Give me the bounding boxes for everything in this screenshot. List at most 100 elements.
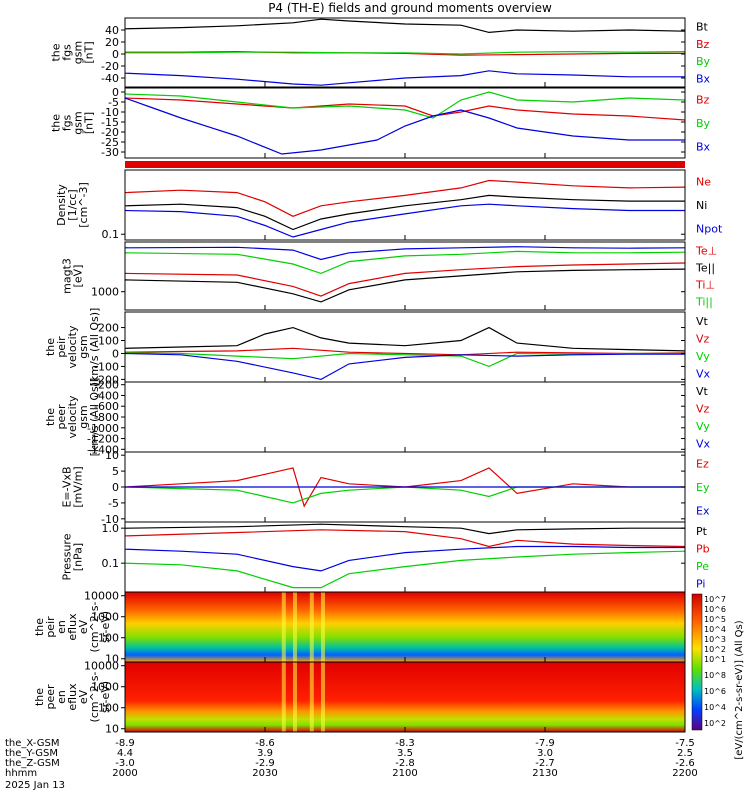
legend-entry: By — [696, 55, 711, 68]
y-tick-label: 1.0 — [102, 522, 120, 535]
y-tick-label: 0 — [112, 347, 119, 360]
y-axis-label-line: [nPa] — [72, 543, 85, 571]
series-line-By — [124, 91, 686, 119]
y-axis-label-line: [nT] — [83, 112, 96, 134]
spectrogram-streak — [281, 662, 286, 732]
y-axis-label-line: [nT] — [83, 41, 96, 63]
series-line-Te⊥ — [124, 262, 686, 297]
panel-peer-spectrogram: 10000100010010thepeerenefluxeV(cm^2-s-sr… — [33, 660, 686, 736]
x-axis-date: 2025 Jan 13 — [5, 780, 65, 791]
y-tick-label: -800 — [94, 411, 119, 424]
panel-efield: 10 5 0 -5 -10 E=-VxB[mV/m] Ez Ey Ex — [61, 449, 710, 526]
y-tick-label: 200 — [98, 322, 119, 335]
y-tick-label: -10 — [101, 106, 119, 119]
y-axis-label-line: peer — [44, 684, 57, 710]
spectrogram-streak — [293, 662, 297, 732]
legend-entry: Ez — [696, 458, 709, 471]
legend-entry: Te|| — [695, 262, 715, 275]
series-line-Vy — [124, 352, 685, 368]
y-axis-label: thepeerenefluxeV(cm^2-s-sr-eV) — [33, 672, 112, 723]
legend-entry: Ti|| — [695, 296, 713, 309]
series-line-Pb — [124, 529, 686, 548]
colorbar-tick: 10^6 — [704, 605, 726, 614]
legend-entry: Pb — [696, 542, 710, 555]
x-axis-value: 2.5 — [677, 748, 693, 759]
colorbar-tick: 10^2 — [704, 719, 726, 728]
y-axis-label-line: the — [44, 408, 57, 426]
y-axis-label-line: velocity — [66, 325, 79, 368]
series-line-Bx — [124, 70, 685, 86]
y-axis-label-line: en — [55, 620, 68, 634]
series-line-Ni — [124, 194, 685, 231]
status-bar — [125, 161, 685, 168]
legend-entry: Ex — [696, 504, 710, 517]
legend-entry: Vx — [696, 367, 711, 380]
y-tick-label: 0 — [112, 481, 119, 494]
legend-entry: Ne — [696, 176, 711, 189]
y-axis-label-line: peir — [44, 616, 57, 638]
x-axis-value: 2030 — [252, 768, 277, 779]
legend-entry: Pt — [696, 525, 708, 538]
legend-entry: Bx — [696, 72, 711, 85]
y-axis-label-line: the — [33, 688, 46, 706]
y-tick-label: 0 — [112, 86, 119, 99]
x-axis-value: -7.9 — [535, 738, 555, 749]
figure-title: P4 (TH-E) fields and ground moments over… — [268, 1, 552, 15]
legend-entry: Pe — [696, 560, 709, 573]
panel-density: 0.1 Density[1/cc][cm^-3] Ne Ni Npot — [55, 169, 723, 241]
y-axis-label: thepeirenefluxeV(cm^2-s-sr-eV) — [33, 602, 112, 653]
legend-entry: By — [696, 117, 711, 130]
x-axis-value: -8.3 — [395, 738, 415, 749]
y-tick-label: 10000 — [84, 660, 119, 673]
y-axis-label-line: eV — [77, 689, 90, 704]
y-tick-label: -400 — [94, 389, 119, 402]
panel-frame — [124, 521, 686, 593]
y-axis-label: thefgsgsm[nT] — [50, 111, 96, 134]
legend-entry: Vy — [696, 350, 710, 363]
y-axis-label-line: velocity — [66, 395, 79, 438]
y-axis-label-line: fgs — [61, 44, 74, 61]
y-axis-label: thepeervelocitygsm[km/s (All Qs)] — [44, 378, 101, 457]
legend-entry: Vx — [696, 437, 711, 450]
y-tick-label: 0.1 — [102, 228, 120, 241]
legend-entry: Vy — [696, 420, 710, 433]
y-tick-label: 1000 — [91, 611, 119, 624]
y-tick-label: 1000 — [91, 286, 119, 299]
y-axis-label-line: sr-eV) — [99, 611, 112, 643]
panel-pressure: 1.0 0.1 Pressure[nPa] Pt Pb Pe Pi — [61, 521, 710, 593]
y-axis-label: E=-VxB[mV/m] — [61, 466, 85, 507]
y-tick-label: -25 — [101, 136, 119, 149]
y-axis-label-line: the — [50, 114, 63, 132]
y-axis-label: Density[1/cc][cm^-3] — [55, 182, 90, 228]
x-axis-value: -3.0 — [115, 758, 135, 769]
y-tick-label: 0.1 — [102, 557, 120, 570]
panels: 40200-20-40thefgsgsm[nT]BtBzByBx0-5-10-1… — [33, 17, 723, 736]
series-line-Npot — [124, 203, 685, 238]
y-tick-label: -15 — [101, 116, 119, 129]
y-axis-label-line: the — [33, 618, 46, 636]
y-tick-label: 10 — [105, 723, 119, 736]
x-axis-value: -8.9 — [115, 738, 135, 749]
y-tick-label: 1000 — [91, 681, 119, 694]
y-axis-label: Pressure[nPa] — [61, 533, 85, 580]
y-tick-label: -20 — [101, 126, 119, 139]
x-axis-value: -2.7 — [535, 758, 555, 769]
x-axis-value: 2200 — [672, 768, 697, 779]
series-line-Te|| — [124, 268, 686, 303]
colorbar-tick: 10^5 — [704, 615, 726, 624]
y-axis-label-line: (cm^2-s- — [88, 672, 101, 723]
y-axis-label-line: gsm — [77, 405, 90, 428]
colorbar-gradient — [691, 593, 703, 731]
y-axis-label-line: [km/s (All Qs)] — [88, 378, 101, 457]
y-axis-label-line: [eV] — [72, 265, 85, 288]
panel-temperature: 1000 magt3[eV] Te⊥ Te|| Ti⊥ Ti|| — [61, 241, 717, 311]
y-tick-label: -30 — [101, 146, 119, 159]
x-axis-value: 2000 — [112, 768, 137, 779]
spectrogram-image — [125, 662, 685, 732]
legend-entry: Vt — [696, 385, 709, 398]
legend-entry: Bz — [696, 94, 710, 107]
colorbar-tick: 10^3 — [704, 635, 726, 644]
y-tick-label: -20 — [101, 60, 119, 73]
series-line-Pe — [124, 550, 686, 589]
